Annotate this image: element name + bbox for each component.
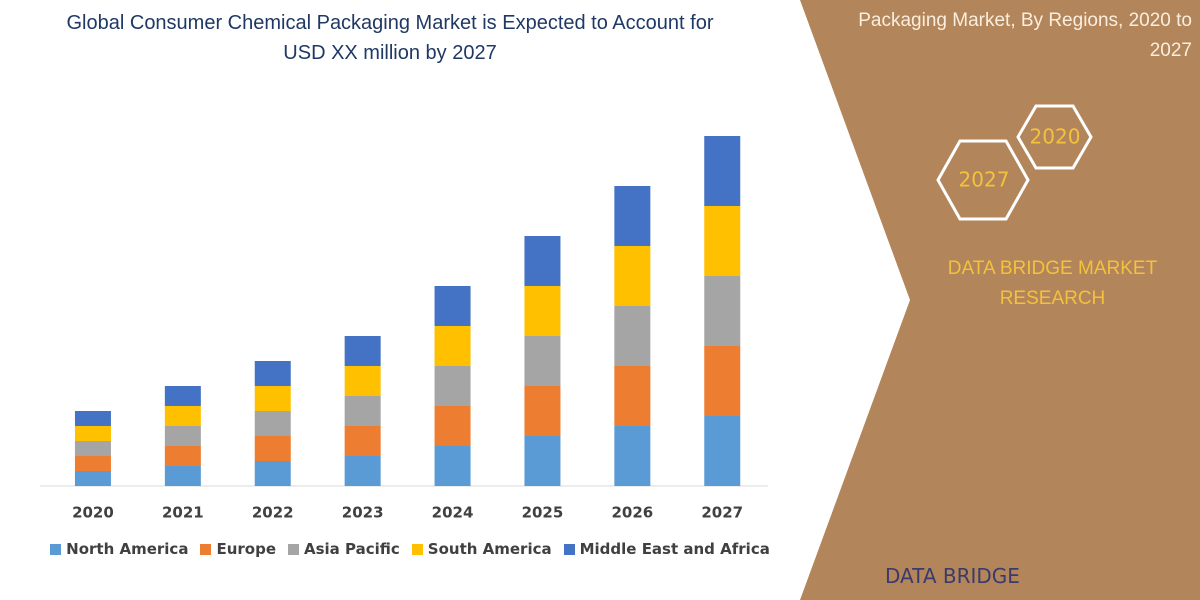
bar-segment bbox=[164, 466, 201, 486]
bar-segment bbox=[254, 436, 291, 461]
legend-item: Europe bbox=[200, 540, 276, 558]
x-tick-label: 2025 bbox=[522, 504, 564, 522]
legend-label: Europe bbox=[216, 540, 276, 558]
bar-segment bbox=[524, 436, 561, 486]
x-tick-label: 2023 bbox=[342, 504, 384, 522]
bar-segment bbox=[614, 246, 651, 306]
bar-segment bbox=[164, 426, 201, 446]
bar-segment bbox=[434, 446, 471, 486]
bar-segment bbox=[434, 286, 471, 326]
x-tick-label: 2021 bbox=[162, 504, 204, 522]
panel-title: Packaging Market, By Regions, 2020 to 20… bbox=[858, 10, 1192, 61]
legend-swatch bbox=[50, 544, 62, 555]
x-tick-label: 2020 bbox=[72, 504, 114, 522]
hex-label: 2020 bbox=[1030, 125, 1081, 149]
bar-segment bbox=[164, 446, 201, 466]
x-tick-label: 2022 bbox=[252, 504, 294, 522]
bar-segment bbox=[164, 406, 201, 426]
legend-swatch bbox=[411, 544, 423, 555]
bar-segment bbox=[74, 411, 111, 426]
bar-segment bbox=[524, 236, 561, 286]
bar-segment bbox=[704, 346, 741, 416]
bar-segment bbox=[74, 456, 111, 471]
bar-segment bbox=[434, 406, 471, 446]
bar-segment bbox=[434, 326, 471, 366]
legend-swatch bbox=[563, 544, 575, 555]
bar-segment bbox=[614, 426, 651, 486]
bar-segment bbox=[74, 426, 111, 441]
bar-segment bbox=[344, 456, 381, 486]
hex-label: 2027 bbox=[959, 168, 1010, 192]
legend-item: North America bbox=[50, 540, 188, 558]
bar-segment bbox=[704, 206, 741, 276]
bar-segment bbox=[704, 276, 741, 346]
bar-segment bbox=[614, 186, 651, 246]
bar-segment bbox=[614, 366, 651, 426]
bar-segment bbox=[254, 411, 291, 436]
legend: North America Europe Asia Pacific South Ame… bbox=[40, 540, 780, 558]
legend-swatch bbox=[288, 544, 299, 555]
brand: DATA BRIDGE MARKET RESEARCH bbox=[947, 258, 1158, 309]
logo: DATA BRIDGE bbox=[885, 564, 1020, 588]
legend-item: Asia Pacific bbox=[288, 540, 400, 558]
side-panel bbox=[800, 0, 1200, 600]
legend-label: Asia Pacific bbox=[304, 540, 400, 558]
bar-segment bbox=[254, 461, 291, 486]
bar-segment bbox=[164, 386, 201, 406]
legend-item: South America bbox=[411, 540, 552, 558]
legend-item: Middle East and Africa bbox=[563, 540, 770, 558]
x-tick-label: 2027 bbox=[701, 504, 743, 522]
bar-segment bbox=[434, 366, 471, 406]
legend-label: North America bbox=[66, 540, 189, 558]
bar-segment bbox=[704, 416, 741, 486]
legend-swatch bbox=[200, 544, 212, 555]
bar-segment bbox=[254, 361, 291, 386]
bar-segment bbox=[614, 306, 651, 366]
bar-segment bbox=[74, 441, 111, 456]
hexagon bbox=[936, 139, 1030, 221]
legend-label: South America bbox=[427, 540, 552, 558]
bar-segment bbox=[344, 366, 381, 396]
hexagon bbox=[1016, 104, 1093, 170]
x-tick-label: 2024 bbox=[432, 504, 474, 522]
legend-label: Middle East and Africa bbox=[579, 540, 770, 558]
x-tick-label: 2026 bbox=[611, 504, 653, 522]
bar-segment bbox=[74, 471, 111, 486]
bar-segment bbox=[704, 136, 741, 206]
bar-segment bbox=[524, 386, 561, 436]
bar-segment bbox=[344, 336, 381, 366]
bar-segment bbox=[254, 386, 291, 411]
bar-segment bbox=[344, 426, 381, 456]
chart-title: Global Consumer Chemical Packaging Marke… bbox=[66, 12, 714, 64]
bar-segment bbox=[524, 286, 561, 336]
bar-segment bbox=[524, 336, 561, 386]
bar-segment bbox=[344, 396, 381, 426]
